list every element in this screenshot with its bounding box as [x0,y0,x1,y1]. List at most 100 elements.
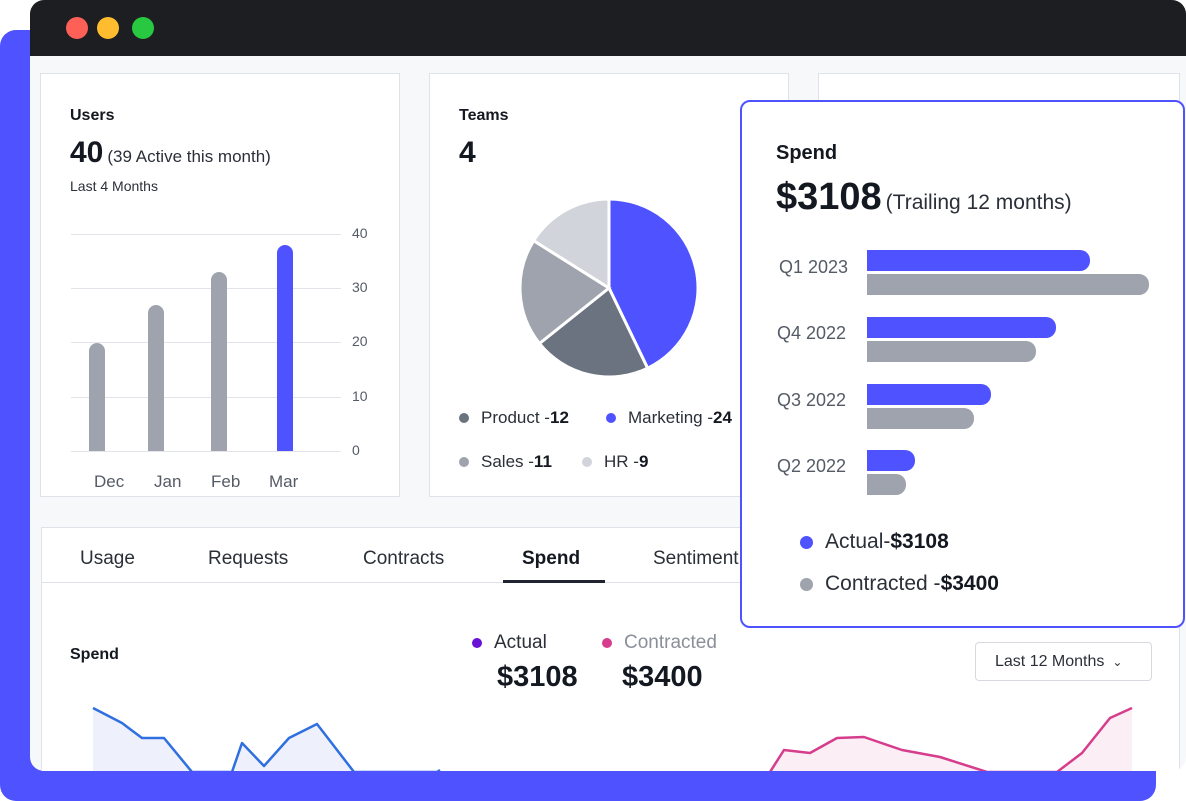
legend-label: Contracted - [825,572,941,595]
legend-label: Marketing - [628,408,714,427]
teams-pie-chart [518,197,700,379]
legend-value: 12 [549,408,569,427]
legend-item-sales: Sales - 11 [459,452,552,472]
contracted-legend: Contracted [602,632,717,654]
legend-value: $3400 [940,572,999,595]
actual-amount: $3108 [497,661,578,693]
legend-value: 24 [713,408,732,427]
actual-legend: Actual [472,632,547,654]
tab-requests[interactable]: Requests [208,548,289,569]
contracted-bar [867,408,975,429]
time-range-value: Last 12 Months [995,652,1105,670]
x-tick-label: Mar [269,472,299,491]
active-tab-indicator [503,580,605,583]
y-tick-label: 20 [352,333,368,349]
title-bar [30,0,1186,56]
tab-sentiment[interactable]: Sentiment [653,548,739,569]
contracted-bar [867,474,907,495]
legend-label: Product - [481,408,550,427]
spend-popup-amount: $3108 (Trailing 12 months) [776,176,1072,219]
actual-bar [867,450,915,471]
y-tick-label: 10 [352,388,368,404]
gridline [71,397,341,398]
tab-spend[interactable]: Spend [522,548,581,569]
users-bar-mar [277,244,293,451]
minimize-window-button[interactable] [97,17,119,39]
users-count: 40 (39 Active this month) [70,136,271,170]
contracted-dot [602,638,612,648]
product-swatch [459,413,469,423]
spend-amount-value: $3108 [776,176,882,218]
users-card: Users 40 (39 Active this month) Last 4 Mo… [40,73,400,497]
legend-item-product: Product - 12 [459,408,569,428]
y-tick-label: 40 [352,225,368,241]
users-count-value: 40 [70,136,104,169]
quarter-label: Q4 2022 [777,323,847,343]
tab-contracts[interactable]: Contracts [363,548,445,569]
y-tick-label: 0 [352,442,360,458]
hr-swatch [582,457,592,467]
maximize-window-button[interactable] [132,17,154,39]
quarter-label: Q3 2022 [777,390,847,410]
tab-usage[interactable]: Usage [80,548,135,569]
x-tick-label: Feb [211,472,241,491]
actual-swatch [800,535,813,549]
teams-count: 4 [459,136,476,169]
legend-value: $3108 [890,530,949,553]
contracted-bar [867,274,1149,295]
spend-period-note: (Trailing 12 months) [885,191,1072,214]
chevron-down-icon: ⌄ [1112,654,1123,669]
gridline [71,234,341,235]
contracted-label: Contracted [624,632,717,653]
users-active-note: (39 Active this month) [107,147,271,166]
contracted-bar [867,341,1037,362]
quarter-label: Q1 2023 [779,257,849,277]
actual-dot [472,638,482,648]
legend-value: 9 [638,452,649,471]
spend-popup-title: Spend [776,142,838,164]
contracted-swatch [800,577,813,591]
contracted-amount: $3400 [622,661,703,693]
users-bar-jan [148,304,164,451]
sales-swatch [459,457,469,467]
pie-slice-hr [531,197,611,291]
contracted-line [769,706,1133,771]
actual-line [92,706,441,771]
legend-label: HR - [604,452,639,471]
marketing-swatch [606,413,616,423]
actual-bar [867,250,1090,271]
actual-bar [867,384,992,405]
time-range-select[interactable]: Last 12 Months ⌄ [975,642,1152,681]
users-bar-dec [89,342,105,451]
legend-label: Actual- [825,530,891,553]
gridline [71,342,341,343]
legend-item-marketing: Marketing - 24 [606,408,732,428]
actual-label: Actual [494,632,547,653]
y-tick-label: 30 [352,279,368,295]
users-bar-feb [211,271,227,451]
spend-popup-card: Spend $3108 (Trailing 12 months) Q1 2023 … [740,100,1185,628]
pie-slice-product [537,285,650,379]
x-tick-label: Dec [94,472,125,491]
users-period-label: Last 4 Months [70,178,158,194]
teams-card-title: Teams [459,107,509,124]
gridline [71,451,341,452]
close-window-button[interactable] [66,17,88,39]
legend-item-hr: HR - 9 [582,452,648,472]
x-tick-label: Jan [154,472,182,491]
quarter-label: Q2 2022 [777,456,847,476]
legend-label: Sales - [481,452,534,471]
tab-bar: Usage Requests Contracts Spend Sentiment [42,528,1179,583]
pie-slice-sales [518,238,612,346]
gridline [71,288,341,289]
popup-legend-contracted: Contracted - $3400 [800,572,999,596]
teams-card: Teams 4 Product - 12 Marketing - 24 Sale… [429,73,789,497]
actual-bar [867,317,1056,338]
spend-line-chart [92,706,1133,771]
popup-legend-actual: Actual- $3108 [800,530,949,554]
spend-section-title: Spend [70,646,119,663]
legend-value: 11 [533,452,552,471]
contracted-area [770,708,1132,771]
actual-area [93,708,441,771]
pie-slice-marketing [607,197,700,371]
